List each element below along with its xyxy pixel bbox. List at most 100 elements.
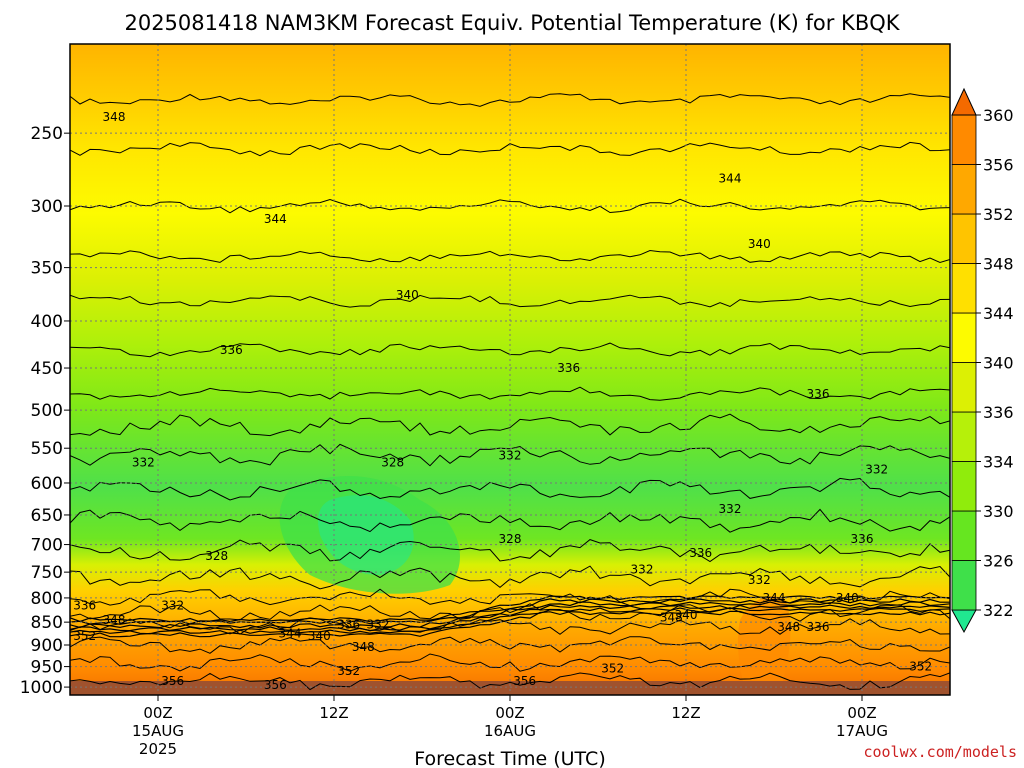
x-tick-label: 00Z — [495, 704, 524, 722]
contour-label: 344 — [719, 171, 742, 185]
contour-label: 332 — [499, 448, 522, 462]
x-tick-label: 2025 — [139, 740, 177, 758]
contour-label: 356 — [264, 678, 287, 692]
contour-line — [70, 198, 950, 214]
terrain-fill — [70, 681, 950, 695]
y-tick-label: 350 — [31, 259, 63, 279]
contour-label: 336 — [73, 598, 96, 612]
contour-label: 348 — [660, 610, 683, 624]
contour-label: 332 — [865, 462, 888, 476]
y-tick-label: 900 — [31, 636, 63, 656]
contour-label: 332 — [367, 617, 390, 631]
x-tick-label: 12Z — [671, 704, 700, 722]
colorbar-swatch — [951, 510, 977, 561]
contour-label: 336 — [557, 361, 580, 375]
contour-line — [70, 653, 950, 672]
colorbar-label: 330 — [983, 502, 1014, 521]
colorbar-label: 360 — [983, 106, 1014, 125]
y-axis: 250 300 350 400 450 500 550 600 650 700 750 800 850 9… — [20, 124, 70, 698]
plot-area: 348 344 344 340 340 336 336 336 332 328 332 332 332 3… — [70, 44, 950, 695]
colorbar-label: 356 — [983, 156, 1014, 175]
contour-label: 352 — [909, 660, 932, 674]
colorbar-label: 348 — [983, 255, 1014, 274]
colorbar-label: 340 — [983, 354, 1014, 373]
chart-title: 2025081418 NAM3KM Forecast Equiv. Potent… — [124, 11, 900, 35]
contour-line-dense — [70, 601, 950, 629]
x-axis-label: Forecast Time (UTC) — [414, 748, 605, 768]
x-tick-label: 12Z — [319, 704, 348, 722]
y-tick-label: 850 — [31, 613, 63, 633]
contour-label: 332 — [132, 455, 155, 469]
colorbar: 322 326 330 334 336 340 344 348 352 356 360 — [951, 87, 1014, 634]
colorbar-swatch — [951, 312, 977, 363]
colorbar-label: 344 — [983, 304, 1014, 323]
contour-label: 344 — [279, 627, 302, 641]
contour-label: 336 — [807, 387, 830, 401]
contour-label: 348 — [103, 110, 126, 124]
x-tick-label: 17AUG — [836, 722, 888, 740]
contour-label: 348 — [352, 640, 375, 654]
contour-label: 340 — [836, 591, 859, 605]
x-tick-label: 15AUG — [132, 722, 184, 740]
y-tick-label: 450 — [31, 359, 63, 379]
colorbar-swatch — [951, 362, 977, 413]
y-tick-label: 250 — [31, 124, 63, 144]
y-tick-label: 950 — [31, 658, 63, 678]
contour-label: 332 — [161, 598, 184, 612]
contour-label: 348 — [777, 620, 800, 634]
contour-label: 332 — [719, 502, 742, 516]
y-tick-label: 700 — [31, 536, 63, 556]
y-tick-label: 550 — [31, 439, 63, 459]
contour-label: 340 — [675, 608, 698, 622]
contour-line — [70, 93, 950, 107]
colorbar-swatch — [951, 560, 977, 611]
colorbar-label: 336 — [983, 403, 1014, 422]
colorbar-label: 326 — [983, 552, 1014, 571]
contour-label: 344 — [264, 212, 287, 226]
contour-line — [70, 508, 950, 533]
contour-label: 336 — [337, 617, 360, 631]
colorbar-label: 322 — [983, 601, 1014, 620]
y-tick-label: 300 — [31, 197, 63, 217]
contour-line — [70, 477, 950, 501]
colorbar-max-arrow — [951, 87, 977, 116]
x-tick-label: 16AUG — [484, 722, 536, 740]
y-tick-label: 650 — [31, 506, 63, 526]
contour-line — [70, 141, 950, 157]
y-tick-label: 800 — [31, 589, 63, 609]
contour-label: 328 — [499, 532, 522, 546]
y-tick-label: 1000 — [20, 678, 63, 698]
colorbar-swatch — [951, 164, 977, 215]
contour-label: 328 — [381, 455, 404, 469]
contour-label: 332 — [748, 573, 771, 587]
contour-line — [70, 413, 950, 437]
contour-label: 352 — [73, 629, 96, 643]
colorbar-swatch — [951, 213, 977, 264]
y-tick-label: 400 — [31, 312, 63, 332]
contour-label: 356 — [513, 674, 536, 688]
contour-labels: 348 344 344 340 340 336 336 336 332 328 332 332 332 3… — [73, 110, 932, 692]
colorbar-swatch — [951, 263, 977, 314]
y-tick-label: 500 — [31, 401, 63, 421]
contour-label: 332 — [631, 562, 654, 576]
contour-label: 340 — [396, 288, 419, 302]
contour-label: 336 — [807, 620, 830, 634]
contour-label: 328 — [205, 549, 228, 563]
contour-label: 356 — [161, 674, 184, 688]
contour-label: 340 — [308, 629, 331, 643]
colorbar-label: 352 — [983, 205, 1014, 224]
x-tick-label: 00Z — [847, 704, 876, 722]
credit-text: coolwx.com/models — [863, 743, 1017, 761]
contour-label: 336 — [851, 532, 874, 546]
colorbar-swatch — [951, 114, 977, 165]
contour-label: 348 — [103, 613, 126, 627]
contour-label: 352 — [601, 662, 624, 676]
y-tick-label: 600 — [31, 474, 63, 494]
contour-line — [70, 672, 950, 691]
contour-label: 352 — [337, 664, 360, 678]
contour-label: 344 — [763, 591, 786, 605]
contour-label: 336 — [220, 343, 243, 357]
colorbar-swatch — [951, 411, 977, 462]
